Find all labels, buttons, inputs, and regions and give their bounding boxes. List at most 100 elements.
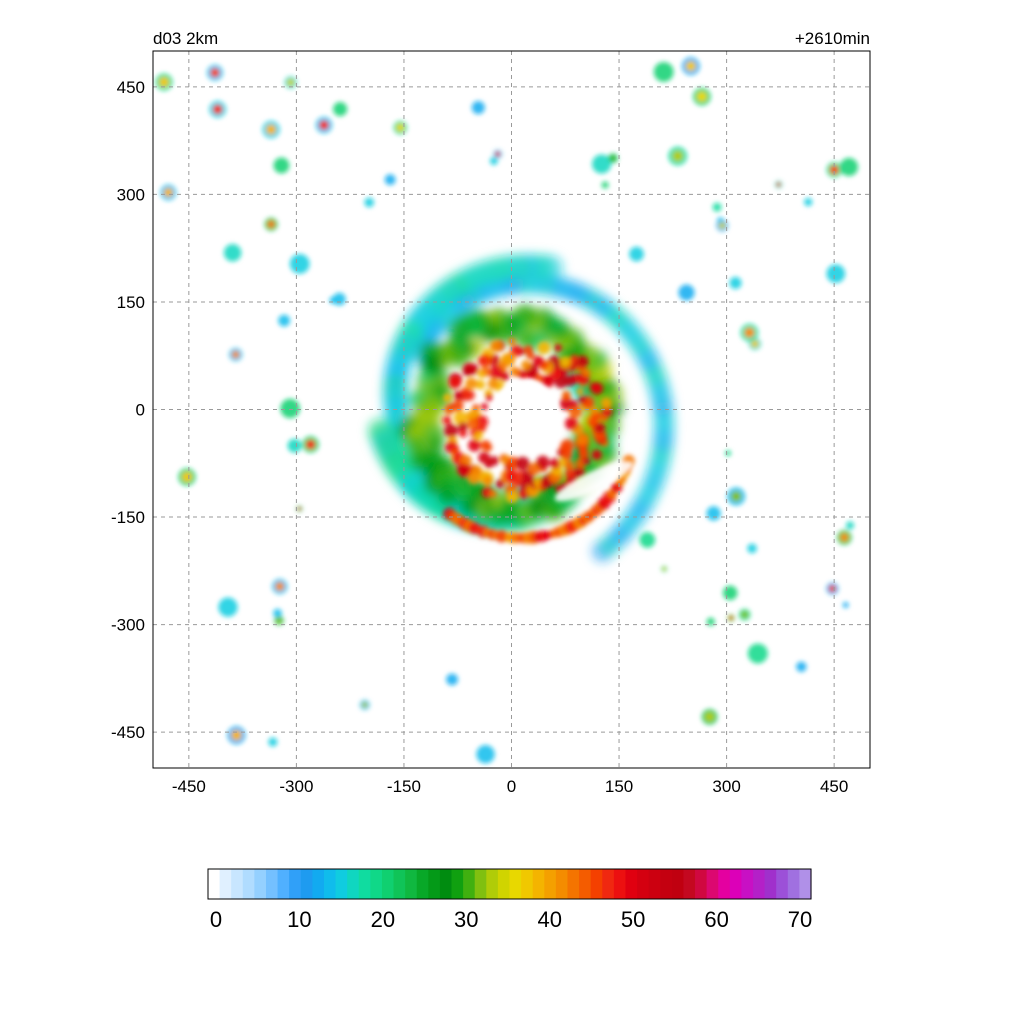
eyewall-cell — [458, 464, 472, 478]
eyewall-cell — [589, 382, 599, 392]
eyewall-cell — [600, 397, 612, 409]
convective-cell — [280, 398, 300, 419]
colorbar-swatch — [208, 869, 221, 899]
eyewall-cell — [488, 365, 503, 380]
colorbar-swatch — [231, 869, 244, 899]
eyewall-cell — [591, 449, 602, 460]
convective-cell — [701, 708, 718, 725]
eyewall-cell — [509, 367, 518, 375]
colorbar-swatch — [335, 869, 348, 899]
colorbar-swatch — [254, 869, 267, 899]
plot-area — [153, 51, 870, 768]
eyewall-cell — [474, 431, 483, 441]
eyewall-cell — [487, 378, 499, 390]
convective-cell — [274, 615, 284, 626]
convective-cell — [272, 578, 288, 595]
convective-cell — [796, 661, 807, 672]
eyewall-cell — [576, 432, 590, 446]
eyewall-cell — [489, 490, 497, 498]
time-label: +2610min — [795, 29, 870, 48]
eyewall-cell — [582, 368, 591, 378]
colorbar-swatch — [242, 869, 255, 899]
convective-cell — [227, 726, 246, 745]
convective-cell — [692, 87, 711, 106]
eyewall-cell — [489, 340, 502, 353]
eyewall-cell — [578, 395, 587, 404]
convective-cell — [846, 521, 855, 530]
eyewall-cell — [559, 397, 574, 411]
convective-cell — [678, 284, 695, 301]
convective-cell — [706, 506, 721, 521]
eyewall-cell — [520, 360, 531, 371]
convective-cell — [160, 184, 177, 201]
eyewall-cell — [457, 421, 468, 432]
colorbar-swatch — [706, 869, 719, 899]
colorbar-swatch — [219, 869, 232, 899]
eyewall-cell — [588, 417, 598, 428]
convective-cell — [639, 532, 656, 548]
convective-cell — [668, 146, 688, 166]
colorbar-swatch — [695, 869, 708, 899]
convective-cell — [706, 617, 715, 626]
convective-cell — [218, 597, 238, 617]
y-tick-label: 300 — [117, 185, 145, 204]
convective-cell — [223, 244, 242, 262]
convective-cell — [296, 505, 303, 512]
convective-cell — [471, 101, 485, 115]
eyewall-cell — [573, 466, 585, 478]
colorbar-tick-label: 70 — [788, 907, 812, 932]
eyewall-cell — [465, 377, 478, 390]
convective-cell — [155, 73, 173, 91]
colorbar-swatch — [300, 869, 313, 899]
colorbar-swatch — [718, 869, 731, 899]
x-tick-label: -450 — [172, 777, 206, 796]
storm-eye — [493, 378, 559, 444]
convective-cell — [681, 57, 700, 76]
colorbar-swatch — [637, 869, 650, 899]
eyewall-cell — [565, 468, 576, 479]
colorbar-swatch — [416, 869, 429, 899]
convective-cell — [359, 699, 370, 710]
eyewall-cell — [458, 429, 467, 438]
eyewall-cell — [559, 356, 571, 368]
convective-cell — [207, 64, 223, 81]
colorbar-swatch — [474, 869, 487, 899]
eyewall-cell — [582, 457, 591, 465]
colorbar-swatch — [625, 869, 638, 899]
eyewall-cell — [561, 390, 571, 400]
colorbar-swatch — [544, 869, 557, 899]
convective-cell — [278, 314, 291, 327]
colorbar-swatch — [555, 869, 569, 899]
convective-cell — [747, 643, 768, 664]
convective-cell — [601, 181, 609, 189]
convective-cell — [738, 608, 751, 621]
colorbar-swatch — [370, 869, 383, 899]
colorbar-swatch — [602, 869, 615, 899]
y-tick-label: 150 — [117, 293, 145, 312]
colorbar-tick-label: 0 — [210, 907, 222, 932]
eyewall-cell — [523, 345, 533, 355]
convective-cell — [229, 347, 243, 362]
convective-cell — [774, 180, 783, 189]
moat-gap — [554, 460, 634, 502]
eyewall-cell — [462, 366, 473, 377]
x-tick-label: 450 — [820, 777, 848, 796]
colorbar-tick-label: 10 — [287, 907, 311, 932]
convective-cell — [722, 585, 738, 601]
eyewall-cell — [515, 456, 530, 471]
eyewall-cell — [576, 387, 584, 395]
reflectivity-field — [155, 57, 859, 764]
colorbar — [207, 868, 812, 900]
eyewall-cell — [506, 491, 519, 504]
eyewall-cell — [554, 344, 562, 352]
colorbar-swatch — [521, 869, 534, 899]
eyewall-cell — [443, 393, 452, 403]
convective-cell — [725, 450, 732, 457]
colorbar-swatch — [393, 869, 406, 899]
colorbar-swatch — [451, 869, 464, 899]
eyewall-cell — [467, 418, 479, 430]
convective-cell — [826, 264, 846, 284]
convective-cell — [740, 323, 759, 342]
eyewall-cell — [569, 354, 579, 363]
convective-cell — [839, 157, 859, 177]
